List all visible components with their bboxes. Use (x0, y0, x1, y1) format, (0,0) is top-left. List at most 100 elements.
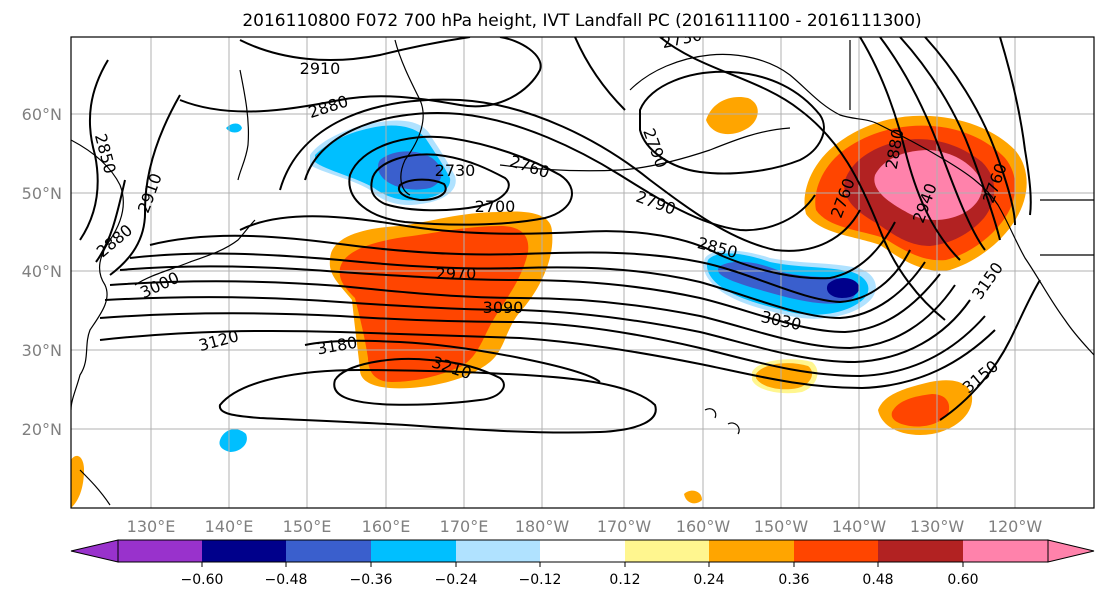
contour-3120 (99, 329, 996, 390)
contour-3030 (104, 296, 971, 364)
colorbar-segment (540, 540, 625, 562)
lon-labels: 130°E 140°E 150°E 160°E 170°E 180°W 170°… (127, 517, 1043, 536)
lon-label: 130°E (127, 517, 176, 536)
colorbar-segment (794, 540, 878, 562)
coast-alaska (629, 53, 881, 126)
colorbar-ticks (201, 562, 964, 567)
lat-label: 50°N (22, 184, 62, 203)
colorbar-segment (878, 540, 963, 562)
contour-low-center (398, 178, 447, 202)
lat-label: 30°N (22, 341, 62, 360)
contour-2970 (119, 265, 941, 334)
contour-label: 2910 (300, 59, 341, 78)
contour-2880-w (95, 179, 126, 263)
contour-ne-3 (879, 37, 986, 251)
colorbar-frame (117, 539, 1049, 563)
coast-na-border (849, 40, 1094, 256)
lon-label: 160°E (362, 517, 411, 536)
contour-2910-w (109, 94, 181, 276)
colorbar-segment (371, 540, 456, 562)
contour-2850-c (239, 215, 896, 280)
map-panel: 2910 2880 2850 2910 2880 3000 3120 2730 … (70, 36, 1095, 509)
contour-gulf-alaska (639, 70, 825, 175)
lon-label: 170°E (440, 517, 489, 536)
colorbar-segment (202, 540, 286, 562)
contour-2790-a (304, 112, 816, 232)
contour-2760 (348, 135, 573, 226)
coast-sakhalin (237, 69, 250, 181)
contour-label: 2700 (475, 197, 516, 216)
colorbar-segment (118, 540, 202, 562)
colorbar-tick-label: −0.12 (519, 572, 562, 588)
coastlines (71, 39, 1094, 506)
contour-north-2790 (574, 37, 626, 111)
contour-3180-loop (218, 368, 657, 434)
colorbar-segment (963, 540, 1048, 562)
contour-3210 (333, 357, 505, 406)
colorbar-tick-label: 0.36 (778, 572, 809, 588)
shading-se-orangered (891, 394, 950, 427)
contour-mid-2 (129, 252, 926, 320)
shading-spot-orange (684, 490, 702, 504)
colorbar-extend-high (1047, 539, 1095, 563)
contour-label: 2970 (436, 264, 477, 283)
colorbar-tick-label: −0.36 (350, 572, 393, 588)
contour-ne-2 (859, 37, 961, 261)
lon-label: 150°W (754, 517, 809, 536)
lon-label: 130°W (910, 517, 965, 536)
contour-ne-5 (924, 37, 1016, 226)
coast-kamchatka (394, 39, 424, 196)
contour-mid-1 (149, 234, 911, 304)
map-frame (70, 36, 1095, 509)
contour-ne-6 (999, 37, 1032, 216)
colorbar-segment (456, 540, 540, 562)
lon-label: 140°W (832, 517, 887, 536)
lon-label: 180°W (515, 517, 570, 536)
contour-ne-4 (899, 37, 1001, 241)
colorbar: −0.60 −0.48 −0.36 −0.24 −0.12 0.12 0.24 … (70, 539, 1095, 588)
contour-2730 (370, 153, 510, 212)
colorbar-extend-low (70, 539, 119, 563)
colorbar-segment (286, 540, 371, 562)
lon-label: 140°E (205, 517, 254, 536)
shading-ne-pink (874, 150, 982, 220)
shading-west-sky-2 (226, 123, 242, 133)
contour-label: 3090 (483, 298, 524, 317)
colorbar-tick-label: −0.48 (265, 572, 308, 588)
shading-west-sky (219, 429, 247, 452)
contour-3000 (109, 280, 956, 350)
contour-2880-n (179, 37, 542, 113)
coast-philippines (79, 469, 111, 506)
lat-label: 20°N (22, 420, 62, 439)
colorbar-segment (709, 540, 794, 562)
contour-3180 (304, 339, 601, 383)
coast-hawaii (704, 408, 740, 435)
coast-asia (71, 139, 124, 411)
shading-alaska-orange (706, 96, 758, 135)
coast-aleutians (499, 127, 791, 172)
shading-sw-orange (71, 455, 84, 508)
contour-2820 (279, 98, 861, 252)
colorbar-tick-label: 0.24 (693, 572, 724, 588)
shading-east-navy (826, 278, 860, 298)
lat-labels: 60°N 50°N 40°N 30°N 20°N (22, 105, 62, 439)
colorbar-segment (625, 540, 709, 562)
lon-label: 160°W (676, 517, 731, 536)
colorbar-tick-label: −0.60 (181, 572, 224, 588)
contour-2910-n (239, 37, 471, 61)
lon-label: 150°E (283, 517, 332, 536)
contour-3090 (99, 312, 986, 378)
contour-label: 2730 (435, 161, 476, 180)
lon-label: 170°W (597, 517, 652, 536)
contour-3150-right (939, 279, 1041, 421)
lon-label: 120°W (988, 517, 1043, 536)
colorbar-tick-label: 0.12 (609, 572, 640, 588)
coast-japan (134, 219, 256, 286)
coast-na-west (879, 124, 1094, 356)
lat-label: 40°N (22, 262, 62, 281)
colorbar-tick-label: 0.48 (862, 572, 893, 588)
map-title: 2016110800 F072 700 hPa height, IVT Land… (242, 11, 921, 31)
shading-east-royal (718, 261, 857, 304)
lat-label: 60°N (22, 105, 62, 124)
